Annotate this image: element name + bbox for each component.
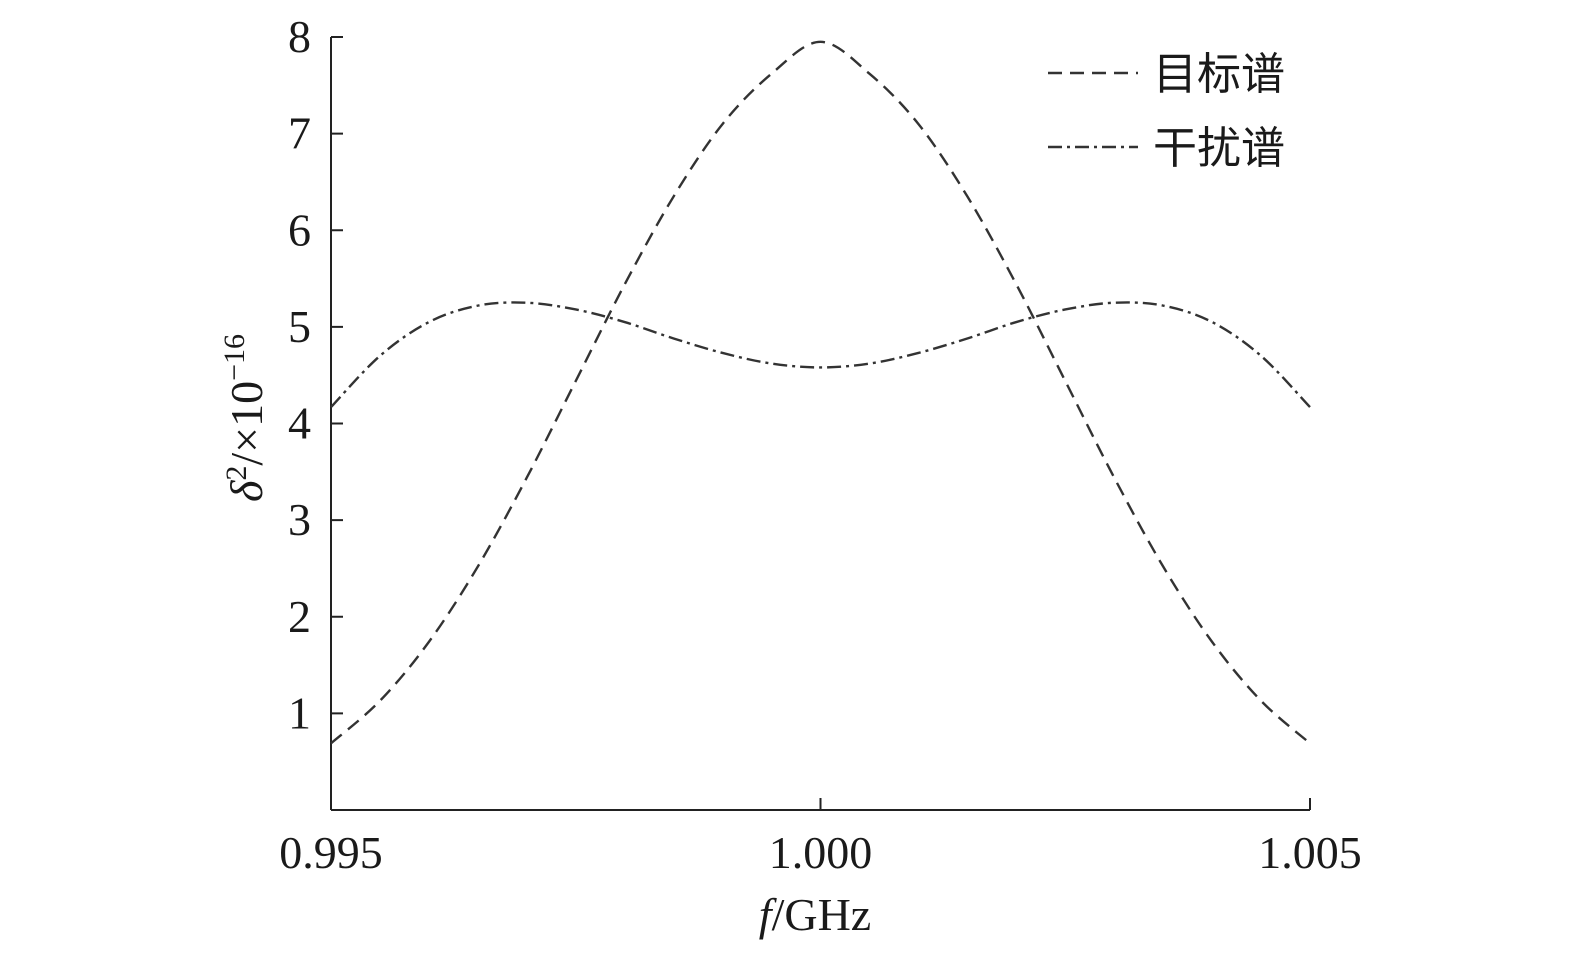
series-line-jamming — [330, 301, 1311, 408]
x-ticks: 0.995 1.000 1.005 — [279, 798, 1362, 878]
legend-label-jamming: 干扰谱 — [1153, 123, 1285, 174]
y-tick-label: 4 — [288, 398, 311, 449]
y-tick-label: 5 — [288, 301, 311, 352]
series-layer — [330, 40, 1311, 745]
series-line-target — [330, 40, 1311, 745]
x-tick-label: 1.005 — [1258, 827, 1362, 878]
x-tick-label: 1.000 — [769, 827, 873, 878]
legend-label-target: 目标谱 — [1153, 49, 1285, 100]
y-axis-label: δ2/×10−16 — [218, 334, 272, 502]
y-ticks: 1 2 3 4 5 6 7 8 — [288, 11, 343, 738]
y-axis-label-multiplier: /×10 — [221, 381, 272, 466]
y-tick-label: 3 — [288, 494, 311, 545]
legend: 目标谱 干扰谱 — [1048, 49, 1285, 174]
y-tick-label: 2 — [288, 591, 311, 642]
y-tick-label: 1 — [288, 687, 311, 738]
y-tick-label: 8 — [288, 11, 311, 62]
x-tick-label: 0.995 — [279, 827, 383, 878]
x-axis-label-unit: /GHz — [772, 889, 872, 940]
y-axis-label-superscript: 2 — [220, 466, 253, 481]
y-axis-label-symbol: δ — [221, 480, 272, 502]
y-axis-label-exponent: −16 — [218, 334, 251, 381]
x-axis-label: f/GHz — [759, 889, 871, 940]
y-tick-label: 7 — [288, 108, 311, 159]
y-tick-label: 6 — [288, 204, 311, 255]
